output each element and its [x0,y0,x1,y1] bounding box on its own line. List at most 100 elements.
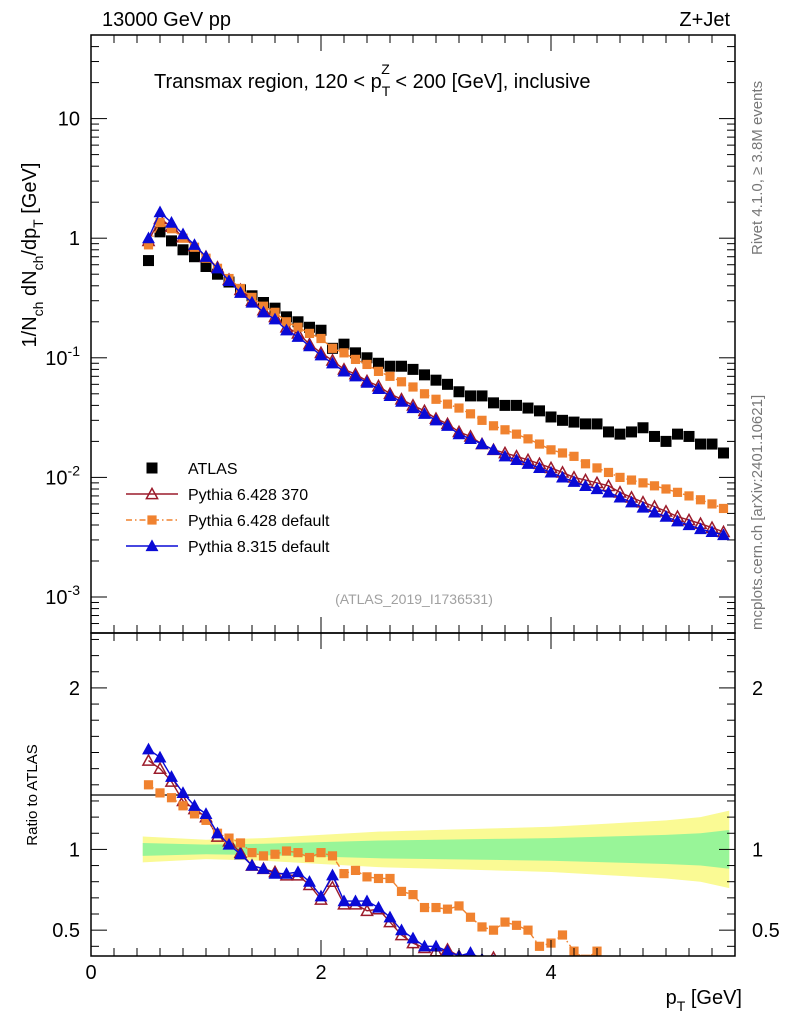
main-y-label: 1/Nch dNch/dpT [GeV] [19,163,46,348]
energy-label: 13000 GeV pp [102,9,231,31]
ratio-point-2 [211,826,224,839]
main-panel: 10-3 10-2 10-1 1 10 Transmax region, 120 < p… [19,34,736,634]
main-point-3 [222,274,236,286]
main-point-3 [372,382,385,394]
main-point-0 [143,255,154,267]
ratio-point-1 [235,838,246,848]
ratio-point-1 [362,872,372,882]
main-point-2 [293,322,303,332]
main-point-3 [188,238,201,250]
ratio-y-label: Ratio to ATLAS [24,744,41,845]
title-sup: Z [381,61,390,77]
main-point-3 [625,495,638,508]
main-point-2 [684,491,694,501]
title-sub: T [382,83,391,99]
title-suffix: < 200 [GeV], inclusive [390,71,591,93]
ratio-point-0 [141,753,156,766]
main-point-3 [234,286,247,298]
ratio-series-2 [142,742,602,980]
main-point-3 [510,453,523,466]
main-point-3 [303,339,316,352]
ratio-point-1 [477,922,487,932]
main-point-3 [682,518,696,531]
main-point-3 [211,261,224,274]
ratio-series [141,742,602,980]
main-point-2 [396,377,407,387]
main-point-2 [569,451,579,461]
main-point-3 [176,227,190,240]
ratio-point-2 [326,868,339,881]
main-point-2 [546,445,556,455]
main-point-2 [695,495,706,505]
main-point-0 [189,251,200,263]
main-point-0 [304,321,315,333]
main-point-3 [487,443,500,455]
main-point-0 [522,402,534,414]
ratio-point-2 [591,970,602,980]
main-y-tick-label: 10 [58,109,80,131]
ratio-point-2 [406,931,420,944]
main-point-2 [511,429,522,439]
main-point-0 [315,324,327,336]
process-label: Z+Jet [679,9,730,31]
ratio-point-1 [281,846,292,856]
ratio-point-1 [500,917,510,927]
uncertainty-band [142,810,730,889]
main-point-0 [419,369,430,381]
mcplots-label: mcplots.cern.ch [arXiv:2401.10621] [749,395,766,630]
ratio-point-2 [511,958,522,968]
ratio-point-1 [523,925,533,935]
ylabel-d: [GeV] [19,163,41,220]
main-point-0 [637,422,649,434]
xlabel-main: p [666,987,677,1009]
main-y-tick-label: 10-3 [45,582,80,609]
main-point-3 [429,413,443,426]
ylabel-a: 1/N [19,316,41,347]
ratio-point-1 [143,780,154,790]
ratio-point-0 [568,967,579,977]
ratio-point-2 [188,799,201,811]
ratio-point-1 [350,865,361,876]
ratio-point-2 [291,865,305,878]
legend-label: Pythia 6.428 370 [188,487,308,504]
main-point-2 [615,472,625,482]
main-point-3 [498,449,512,462]
main-point-2 [339,348,349,358]
main-point-0 [695,438,706,450]
xlabel-unit: [GeV] [685,987,742,1009]
main-point-3 [671,514,684,527]
legend-marker [145,486,159,500]
main-point-0 [626,426,637,438]
main-point-0 [545,411,557,423]
main-point-0 [442,378,453,390]
main-point-0 [292,316,304,328]
ratio-point-2 [314,889,328,902]
ylabel-b-sub: ch [30,256,46,271]
main-point-2 [419,389,430,399]
legend-item: Pythia 6.428 370 [126,486,308,504]
main-y-tick-label: 1 [69,228,80,250]
main-point-2 [442,399,453,409]
main-point-2 [454,403,464,413]
ratio-point-2 [153,750,167,763]
ratio-frame [90,632,736,957]
ratio-point-1 [293,848,303,858]
main-point-2 [316,333,326,344]
main-point-0 [614,428,626,440]
ratio-point-0 [534,962,545,972]
ratio-point-2 [568,967,579,977]
ratio-y-tick-label-right: 0.5 [752,920,780,942]
ylabel-c: /dp [19,228,41,256]
legend-label: ATLAS [188,461,238,478]
x-axis-label: pT [GeV] [666,987,742,1014]
ratio-point-2 [222,837,236,850]
ratio-point-1 [327,851,338,861]
ratio-point-2 [349,894,362,907]
ratio-point-1 [155,788,165,798]
ratio-point-2 [557,965,568,975]
main-point-2 [661,484,671,494]
ratio-point-2 [580,968,591,978]
ratio-point-2 [465,946,476,956]
main-point-3 [326,356,339,369]
ratio-tick-labels: 0.5 0.5 1 1 2 2 0 2 4 [52,678,780,984]
